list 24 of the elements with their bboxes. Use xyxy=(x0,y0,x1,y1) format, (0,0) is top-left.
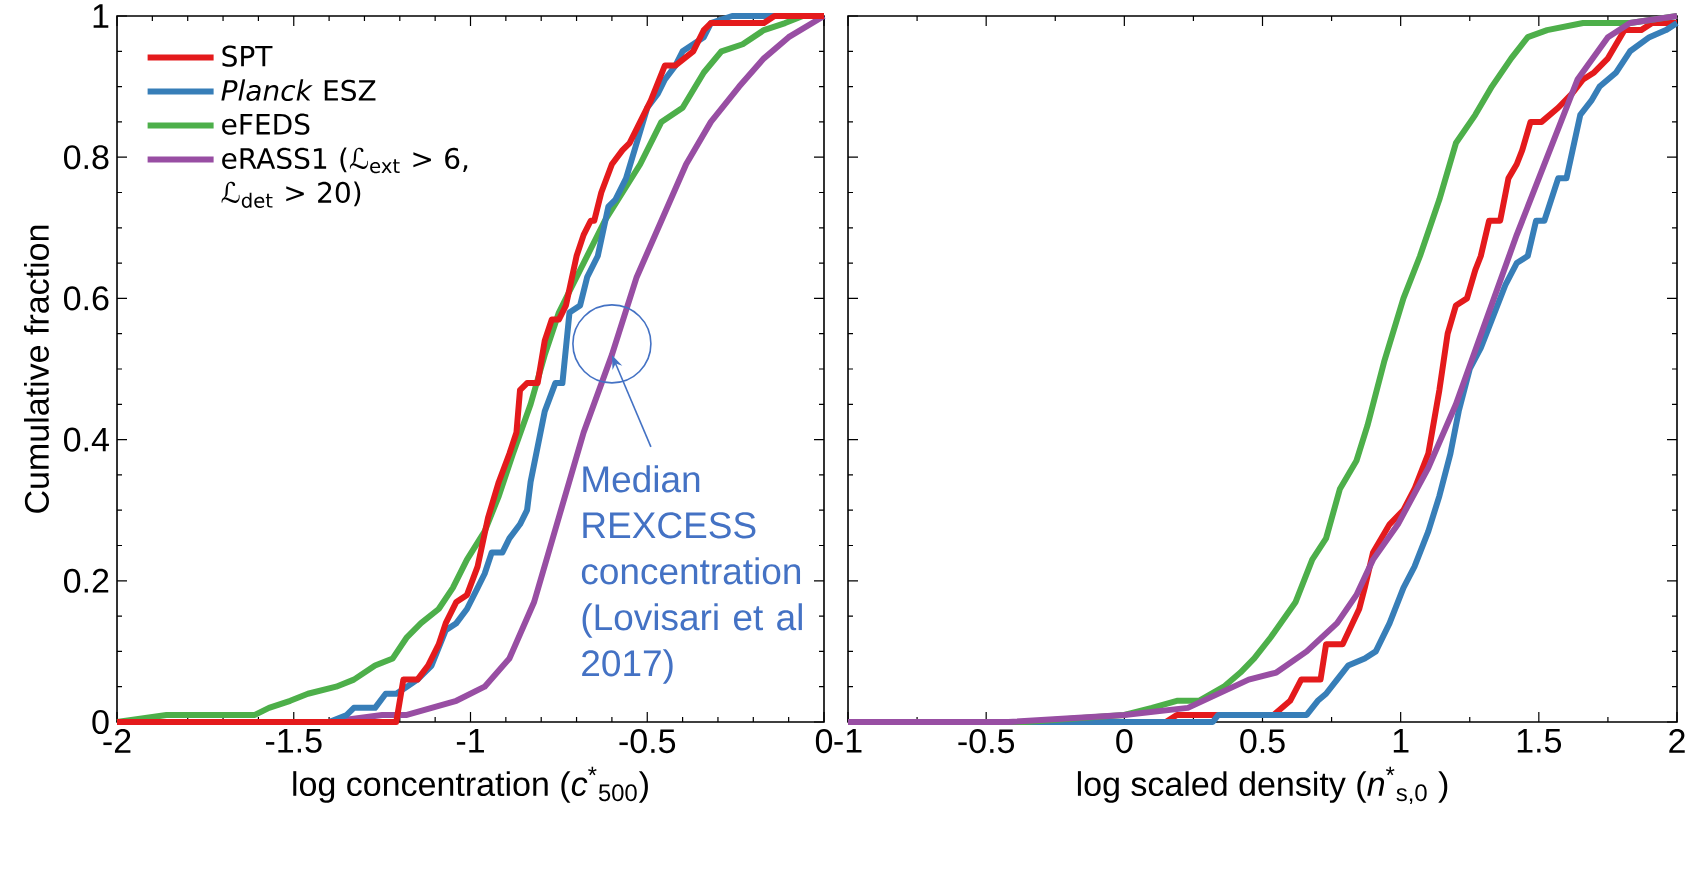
x-tick-label: -0.5 xyxy=(619,729,676,754)
x-tick-label: -1 xyxy=(456,729,484,753)
legend-label: eFEDS xyxy=(222,113,310,135)
legend-label: SPT xyxy=(222,45,273,67)
x-tick-label: 2 xyxy=(1669,729,1685,753)
annotation: Median REXCESS concentration (Lovisari et al 2017) xyxy=(581,465,802,684)
x-tick-label: 0 xyxy=(1116,729,1133,754)
x-tick-label: 0.5 xyxy=(1240,729,1285,754)
y-tick-label: 0.4 xyxy=(63,427,109,452)
y-tick-label: 0.8 xyxy=(63,145,109,170)
x-tick-label: 0 xyxy=(815,729,833,754)
x-axis-title: log scaled density (n$^{*}$$_{s,0}$ ) xyxy=(1077,766,1448,804)
legend-label: Planck ESZ xyxy=(221,79,376,102)
y-axis-title: Cumulative fraction xyxy=(23,225,49,513)
y-tick-label: 0.6 xyxy=(63,286,109,311)
x-tick-label: -1.5 xyxy=(265,729,322,753)
x-axis-title: log concentration (c$^{*}$$_{500}$) xyxy=(293,766,648,803)
x-tick-label: 1.5 xyxy=(1517,729,1562,753)
y-tick-label: 1 xyxy=(93,4,109,28)
x-tick-label: -0.5 xyxy=(958,729,1015,754)
y-tick-label: 0.2 xyxy=(63,568,109,593)
x-tick-label: 1 xyxy=(1393,729,1409,753)
x-tick-label: -1 xyxy=(834,729,862,753)
text: eRASS1 (ℒ$_{ext}$ > 6, ℒ$_{det}$ > 20) xyxy=(221,147,468,208)
